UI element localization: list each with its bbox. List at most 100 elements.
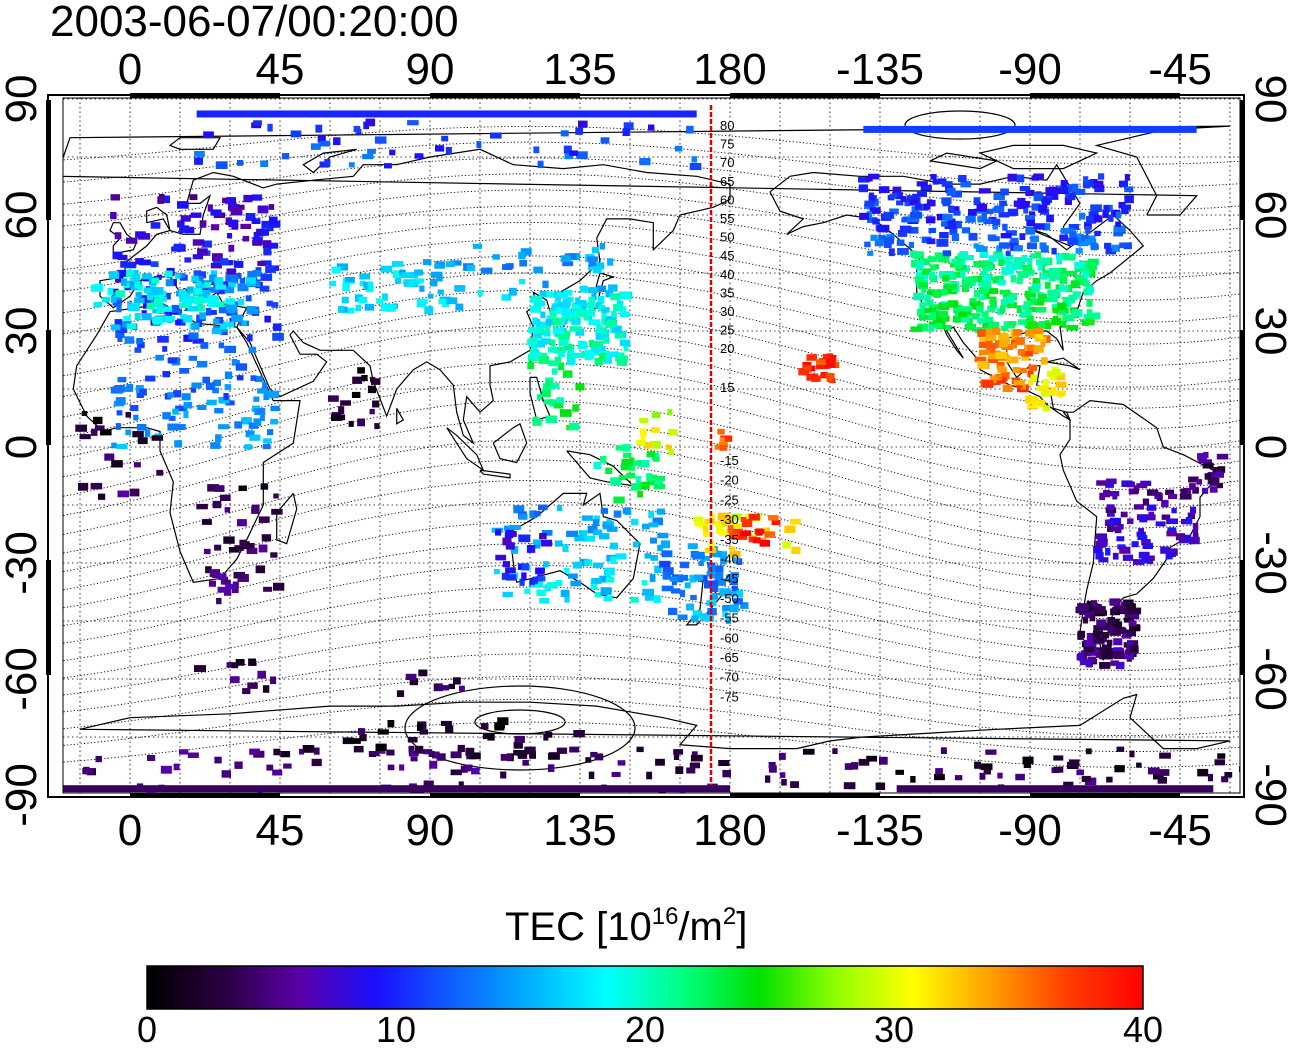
tec-data-cell <box>1130 645 1139 653</box>
tec-data-cell <box>564 152 574 160</box>
magnetic-latitude-contour <box>63 543 1240 637</box>
tec-data-cell <box>133 462 141 468</box>
tec-data-cell <box>932 291 943 297</box>
tec-data-cell <box>722 770 731 778</box>
tec-data-cell <box>639 428 647 436</box>
tec-data-cell <box>978 188 991 194</box>
mag-lat-label: -20 <box>720 473 739 488</box>
tec-data-cell <box>566 424 572 431</box>
tec-data-cell <box>195 304 205 311</box>
mag-lat-label: -45 <box>720 571 739 586</box>
tec-data-cell <box>1048 389 1058 396</box>
tec-data-cell <box>164 270 173 278</box>
tec-data-cell <box>237 519 247 527</box>
tec-data-cell <box>668 607 678 616</box>
tec-data-cell <box>504 531 514 539</box>
tec-data-cell <box>513 741 523 749</box>
tec-data-cell <box>414 745 424 754</box>
tec-data-cell <box>1074 189 1086 195</box>
tec-data-cell <box>603 595 613 602</box>
tec-data-cell <box>558 351 565 358</box>
tec-data-cell <box>524 588 531 595</box>
tec-data-cell <box>623 344 629 351</box>
tec-data-cell <box>271 302 279 308</box>
tec-data-cell <box>781 779 787 786</box>
tec-data-cell <box>422 749 433 755</box>
magnetic-latitude-contour <box>63 586 1240 671</box>
tec-data-cell <box>336 263 348 271</box>
tec-data-cell <box>1094 184 1105 193</box>
tec-data-cell <box>573 730 585 738</box>
tec-data-cell <box>408 745 415 753</box>
tec-data-cell <box>633 541 640 548</box>
tec-data-cell <box>445 725 454 733</box>
tec-data-cell <box>1089 312 1101 320</box>
tec-data-cell <box>1084 235 1096 242</box>
tec-data-cell <box>662 567 674 575</box>
tec-data-cell <box>909 199 918 206</box>
tec-data-cell <box>243 194 253 203</box>
tec-data-cell <box>362 153 374 160</box>
tec-data-cell <box>1015 773 1025 781</box>
tec-data-cell <box>985 335 997 341</box>
coastline <box>79 693 1231 750</box>
tec-data-cell <box>603 337 610 344</box>
tec-data-cell <box>1192 487 1199 494</box>
tec-data-cell <box>1010 237 1019 244</box>
tec-data-cell <box>269 216 278 224</box>
tec-data-cell <box>1209 486 1218 493</box>
tec-data-cell <box>934 323 943 329</box>
tec-data-cell <box>913 251 924 257</box>
tec-data-cell <box>538 356 550 364</box>
tec-data-cell <box>531 581 544 588</box>
tec-data-cell <box>528 326 537 333</box>
tec-data-cell <box>1079 659 1092 666</box>
tec-data-cell <box>612 325 622 334</box>
tec-data-cell <box>351 391 361 398</box>
tec-data-cell <box>1093 636 1105 643</box>
tec-data-cell <box>1105 478 1117 485</box>
tec-data-cell <box>1005 250 1011 256</box>
tec-data-cell <box>465 764 473 772</box>
tec-data-cell <box>1009 240 1019 247</box>
tec-data-cell <box>179 302 190 308</box>
tec-data-cell <box>254 408 266 416</box>
tec-data-cell <box>993 218 1001 226</box>
tec-data-cell <box>1147 489 1159 496</box>
lon-tick-label-bottom: 45 <box>256 806 305 855</box>
tec-data-cell <box>954 261 963 269</box>
tec-data-cell <box>673 749 684 755</box>
tec-data-cell <box>518 251 526 260</box>
tec-data-cell <box>700 555 711 561</box>
tec-data-cell <box>1103 204 1110 213</box>
tec-data-cell <box>338 406 345 414</box>
tec-data-cell <box>915 197 921 204</box>
tec-data-cell <box>359 280 366 287</box>
lat-tick-label-left: 0 <box>0 435 46 459</box>
tec-data-cell <box>1224 772 1233 778</box>
mag-lat-label: -40 <box>720 552 739 567</box>
tec-data-cell <box>237 283 249 292</box>
mag-lat-label: -70 <box>720 670 739 685</box>
tec-data-cell <box>874 239 884 247</box>
tec-data-cell <box>553 402 564 409</box>
magnetic-latitude-contour <box>63 564 1240 655</box>
tec-data-cell <box>93 301 103 308</box>
tec-data-cell <box>944 324 952 331</box>
tec-data-cell <box>380 265 393 273</box>
tec-data-cell <box>816 359 826 366</box>
tec-data-cell <box>673 752 680 760</box>
tec-data-cell <box>268 204 275 210</box>
tec-data-cell <box>545 380 551 388</box>
tec-data-cell <box>263 438 272 444</box>
tec-data-cell <box>1053 368 1061 376</box>
tec-data-cell <box>518 514 528 520</box>
tec-data-cell <box>1137 534 1148 541</box>
tec-data-cell <box>1109 598 1121 606</box>
tec-data-cell <box>579 558 589 566</box>
tec-data-cell <box>566 530 578 537</box>
tec-data-cell <box>791 546 801 555</box>
tec-data-cell <box>915 203 922 210</box>
tec-data-cell <box>537 394 542 400</box>
tec-data-cell <box>589 309 596 317</box>
